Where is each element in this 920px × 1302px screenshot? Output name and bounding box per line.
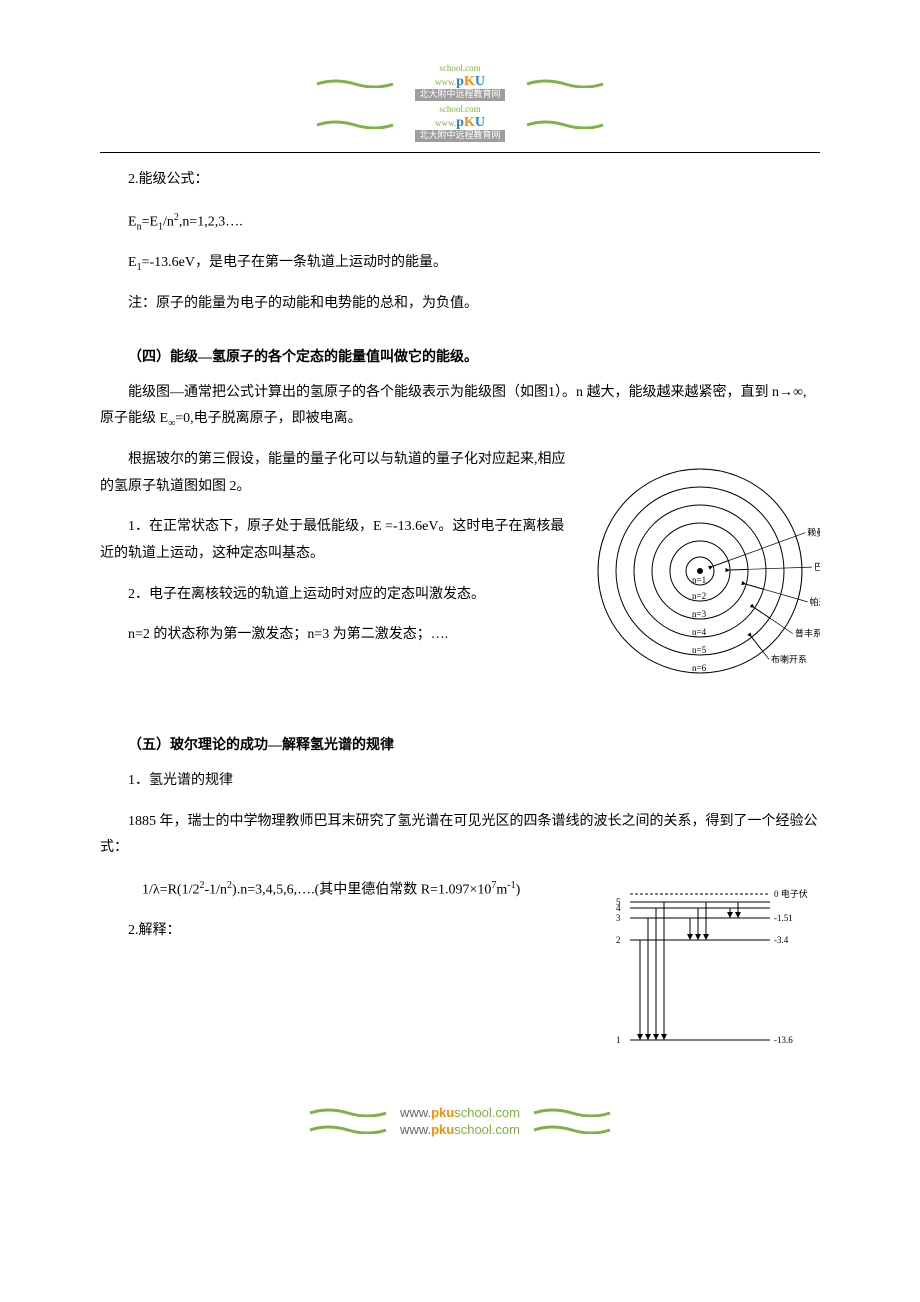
svg-text:-3.4: -3.4 <box>774 935 789 945</box>
para-E1: E1=-13.6eV，是电子在第一条轨道上运动时的能量。 <box>100 250 820 277</box>
header-logo-area: school.com www.pKU 北大附中远程教育网 school.com … <box>100 64 820 142</box>
squiggle-icon <box>308 1107 388 1117</box>
svg-text:n=4: n=4 <box>692 627 707 637</box>
sec5-p1: 1．氢光谱的规律 <box>100 768 820 795</box>
svg-text:n=5: n=5 <box>692 645 707 655</box>
footer-url: www.pkuschool.com <box>400 1122 520 1137</box>
text: =0,电子脱离原子，即被电离。 <box>175 411 361 426</box>
text: =E <box>142 215 158 230</box>
energy-level-figure: 0 电子伏1-13.62-3.43-1.5145 <box>600 880 820 1065</box>
logo-pku-row: www.pKU <box>415 74 504 89</box>
header-logo-row-1: school.com www.pKU 北大附中远程教育网 <box>100 64 820 101</box>
svg-text:0 电子伏: 0 电子伏 <box>774 888 808 899</box>
squiggle-icon <box>525 78 605 88</box>
pku-logo-icon: pKU <box>456 74 485 89</box>
footer-logo-area: www.pkuschool.com www.pkuschool.com <box>100 1105 820 1137</box>
text: 1/λ=R(1/2 <box>142 883 199 898</box>
text: E <box>128 215 137 230</box>
orbit-diagram: n=1 n=2 n=3 n=4 n=5 n=6 赖曼系巴尔末系帕邢系普丰系布喇开系 <box>580 451 820 691</box>
svg-text:-13.6: -13.6 <box>774 1035 793 1045</box>
svg-text:帕邢系: 帕邢系 <box>810 596 820 607</box>
para-note: 注：原子的能量为电子的动能和电势能的总和，为负值。 <box>100 291 820 318</box>
header-logo-row-2: school.com www.pKU 北大附中远程教育网 <box>100 105 820 142</box>
logo-cn-label: 北大附中远程教育网 <box>415 130 504 142</box>
section-4-title: （四）能级—氢原子的各个定态的能量值叫做它的能级。 <box>100 346 820 366</box>
footer-row-1: www.pkuschool.com <box>100 1105 820 1120</box>
squiggle-icon <box>525 119 605 129</box>
text: m <box>496 883 507 898</box>
svg-text:2: 2 <box>616 935 621 945</box>
svg-text:n=3: n=3 <box>692 609 707 619</box>
footer-row-2: www.pkuschool.com <box>100 1122 820 1137</box>
document-page: school.com www.pKU 北大附中远程教育网 school.com … <box>0 0 920 1179</box>
svg-text:5: 5 <box>616 897 621 907</box>
text: ).n=3,4,5,6,….(其中里德伯常数 R=1.097×10 <box>232 883 491 898</box>
energy-level-diagram: 0 电子伏1-13.62-3.43-1.5145 <box>600 880 820 1060</box>
logo-cn-label: 北大附中远程教育网 <box>415 89 504 101</box>
sec5-p2: 1885 年，瑞士的中学物理教师巴耳末研究了氢光谱在可见光区的四条谱线的波长之间… <box>100 809 820 862</box>
squiggle-icon <box>532 1124 612 1134</box>
text: ) <box>516 883 521 898</box>
text: E <box>128 255 137 270</box>
svg-text:-1.51: -1.51 <box>774 913 793 923</box>
text: ,n=1,2,3…. <box>179 215 243 230</box>
section-5-body: 0 电子伏1-13.62-3.43-1.5145 1/λ=R(1/22-1/n2… <box>100 876 820 1075</box>
section-4-body: 能级图—通常把公式计算出的氢原子的各个能级表示为能级图（如图1）。n 越大，能级… <box>100 380 820 706</box>
svg-text:布喇开系: 布喇开系 <box>771 653 807 664</box>
svg-text:普丰系: 普丰系 <box>795 628 820 639</box>
footer-url: www.pkuschool.com <box>400 1105 520 1120</box>
svg-text:赖曼系: 赖曼系 <box>807 528 820 538</box>
logo-pku-row: www.pKU <box>415 115 504 130</box>
orbit-diagram-figure: n=1 n=2 n=3 n=4 n=5 n=6 赖曼系巴尔末系帕邢系普丰系布喇开系 <box>580 451 820 696</box>
logo-small-url: school.com <box>415 64 504 74</box>
svg-text:巴尔末系: 巴尔末系 <box>814 561 820 572</box>
para-formula-title: 2.能级公式： <box>100 167 820 194</box>
svg-text:n=2: n=2 <box>692 591 706 601</box>
svg-text:n=1: n=1 <box>692 575 706 585</box>
para-formula-En: En=E1/n2,n=1,2,3…. <box>100 208 820 236</box>
squiggle-icon <box>308 1124 388 1134</box>
svg-text:n=6: n=6 <box>692 663 707 673</box>
logo-www: www. <box>435 77 456 87</box>
section-5-title: （五）玻尔理论的成功—解释氢光谱的规律 <box>100 734 820 754</box>
text: /n <box>163 215 174 230</box>
superscript: -1 <box>507 880 515 891</box>
squiggle-icon <box>315 119 395 129</box>
logo-www: www. <box>435 118 456 128</box>
logo-block: school.com www.pKU 北大附中远程教育网 <box>415 105 504 142</box>
squiggle-icon <box>532 1107 612 1117</box>
pku-logo-icon: pKU <box>456 115 485 130</box>
svg-text:3: 3 <box>616 913 621 923</box>
header-divider <box>100 152 820 153</box>
squiggle-icon <box>315 78 395 88</box>
logo-block: school.com www.pKU 北大附中远程教育网 <box>415 64 504 101</box>
text: -1/n <box>204 883 227 898</box>
svg-text:1: 1 <box>616 1035 621 1045</box>
logo-small-url: school.com <box>415 105 504 115</box>
sec4-p1: 能级图—通常把公式计算出的氢原子的各个能级表示为能级图（如图1）。n 越大，能级… <box>100 380 820 433</box>
text: =-13.6eV，是电子在第一条轨道上运动时的能量。 <box>142 255 447 270</box>
